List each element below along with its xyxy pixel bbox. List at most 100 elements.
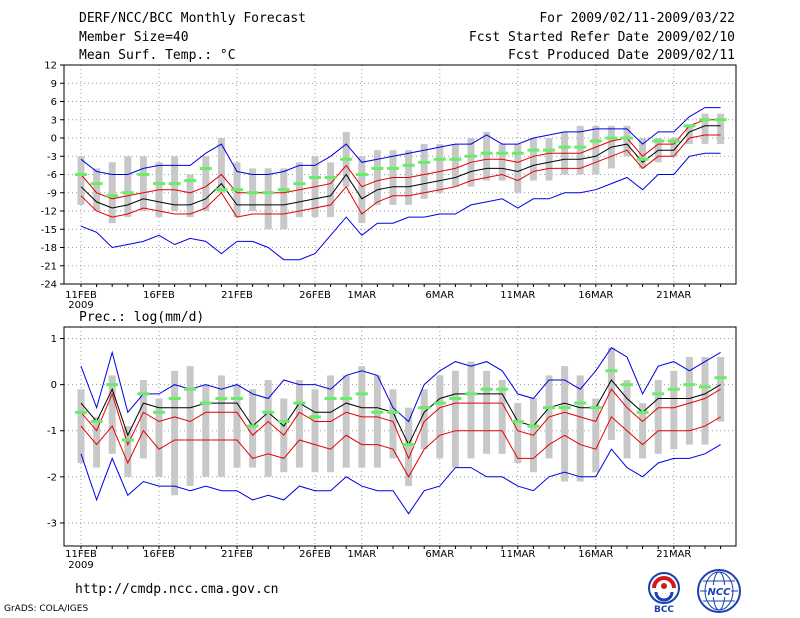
panel1-spread-box xyxy=(93,168,101,211)
panel2-climatology-mark xyxy=(121,438,134,442)
panel1-climatology-mark xyxy=(231,188,243,192)
panel1-climatology-mark xyxy=(121,191,134,195)
panel2-spread-box xyxy=(483,370,491,454)
panel2-spread-box xyxy=(389,389,397,459)
panel2-climatology-mark xyxy=(433,401,446,405)
panel1-climatology-mark xyxy=(589,139,602,143)
panel2-climatology-mark xyxy=(277,420,290,424)
panel1-spread-box xyxy=(436,144,444,193)
panel2-xtick-label: 16FEB xyxy=(143,549,175,560)
panel1-climatology-mark xyxy=(355,173,368,176)
panel1-spread-box xyxy=(108,162,116,224)
panel1-spread-box xyxy=(592,125,600,175)
panel2-spread-box xyxy=(295,380,303,468)
panel2-climatology-mark xyxy=(231,396,243,400)
ncc-logo: NCC xyxy=(697,569,741,613)
panel2-climatology-mark xyxy=(543,406,555,410)
panel1-climatology-mark xyxy=(574,145,587,149)
panel1-spread-box xyxy=(420,144,428,199)
panel2-ytick-label: -1 xyxy=(47,426,57,437)
panel1-spread-box xyxy=(545,138,553,181)
panel2-ytick-label: 0 xyxy=(51,380,57,391)
panel1-climatology-mark xyxy=(246,191,259,195)
panel2-climatology-mark xyxy=(402,443,415,447)
panel2-spread-box xyxy=(639,403,647,459)
panel1-ytick-label: -18 xyxy=(41,243,57,254)
panel1-spread-box xyxy=(514,144,522,193)
panel1-climatology-mark xyxy=(277,188,290,192)
panel2-xtick-label: 21FEB xyxy=(221,549,253,560)
panel2-spread-box xyxy=(171,370,179,496)
forecast-period: For 2009/02/11-2009/03/22 xyxy=(539,11,735,26)
panel2-year-label: 2009 xyxy=(68,560,93,571)
panel2-spread-box xyxy=(685,356,693,445)
panel1-climatology-mark xyxy=(106,194,119,198)
panel2-line-upper xyxy=(80,388,721,460)
panel1-climatology-mark xyxy=(262,191,275,195)
panel1-xtick-label: 16MAR xyxy=(578,290,613,301)
panel1-xtick-label: 1MAR xyxy=(347,290,376,301)
panel2-climatology-mark xyxy=(371,410,384,414)
panel1-climatology-mark xyxy=(527,148,540,152)
panel2-spread-box xyxy=(670,370,678,450)
panel1-ytick-label: -24 xyxy=(41,280,57,291)
panel2-spread-box xyxy=(373,375,381,468)
panel2-spread-box xyxy=(233,384,241,468)
panel1-climatology-mark xyxy=(465,154,477,158)
panel1-climatology-mark xyxy=(402,163,415,167)
panel1-spread-box xyxy=(217,138,225,193)
panel1-climatology-mark xyxy=(636,157,649,161)
panel2-spread-box xyxy=(451,370,459,468)
panel1-climatology-mark xyxy=(293,182,306,186)
panel1-ytick-label: 9 xyxy=(51,79,57,90)
panel1-spread-box xyxy=(327,162,335,218)
panel1-spread-box xyxy=(451,144,459,187)
panel1-climatology-mark xyxy=(387,166,399,170)
panel2-spread-box xyxy=(467,361,475,459)
panel2-xtick-label: 26FEB xyxy=(299,549,331,560)
panel1-spread-box xyxy=(639,138,647,169)
panel2-spread-box xyxy=(217,375,225,477)
panel1-line-upper xyxy=(80,119,721,200)
panel1-spread-box xyxy=(717,113,725,145)
panel2-climatology-mark xyxy=(527,424,540,428)
panel1-climatology-mark xyxy=(324,176,337,180)
panel2-spread-box xyxy=(186,366,194,487)
panel1-spread-box xyxy=(373,150,381,205)
panel2-spread-box xyxy=(124,426,132,477)
member-size: Member Size=40 xyxy=(79,30,189,45)
panel1-spread-box xyxy=(124,156,132,218)
panel2-climatology-mark xyxy=(153,410,165,414)
panel2-spread-box xyxy=(576,375,584,482)
panel2-spread-box xyxy=(405,407,413,487)
panel2-spread-box xyxy=(561,366,569,482)
source-url[interactable]: http://cmdp.ncc.cma.gov.cn xyxy=(75,582,279,597)
panel2-climatology-mark xyxy=(75,410,87,414)
panel1-line-lower xyxy=(80,134,721,218)
panel1-climatology-mark xyxy=(699,118,711,122)
panel1-xtick-label: 11MAR xyxy=(500,290,535,301)
panel1-spread-box xyxy=(529,138,537,181)
panel2-spread-box xyxy=(155,398,163,477)
panel2-climatology-mark xyxy=(340,396,353,400)
panel2-climatology-mark xyxy=(667,387,680,391)
panel1-xtick-label: 21FEB xyxy=(221,290,253,301)
panel1-climatology-mark xyxy=(137,173,150,176)
panel2-climatology-mark xyxy=(449,396,462,400)
panel2-spread-box xyxy=(202,384,210,477)
panel2-climatology-mark xyxy=(90,420,103,424)
panel2-spread-box xyxy=(436,375,444,459)
panel1-climatology-mark xyxy=(683,124,696,128)
panel2-climatology-mark xyxy=(309,415,321,419)
bcc-logo-text: BCC xyxy=(654,605,674,614)
panel1-spread-box xyxy=(139,156,147,211)
panel2-line-min xyxy=(80,444,721,515)
panel2-climatology-mark xyxy=(324,396,337,400)
panel1-spread-box xyxy=(685,125,693,145)
panel2-climatology-mark xyxy=(199,401,212,405)
panel2-spread-box xyxy=(264,380,272,477)
panel1-spread-box xyxy=(186,174,194,218)
panel2-spread-box xyxy=(342,375,350,468)
panel1-ytick-label: 12 xyxy=(44,61,57,72)
